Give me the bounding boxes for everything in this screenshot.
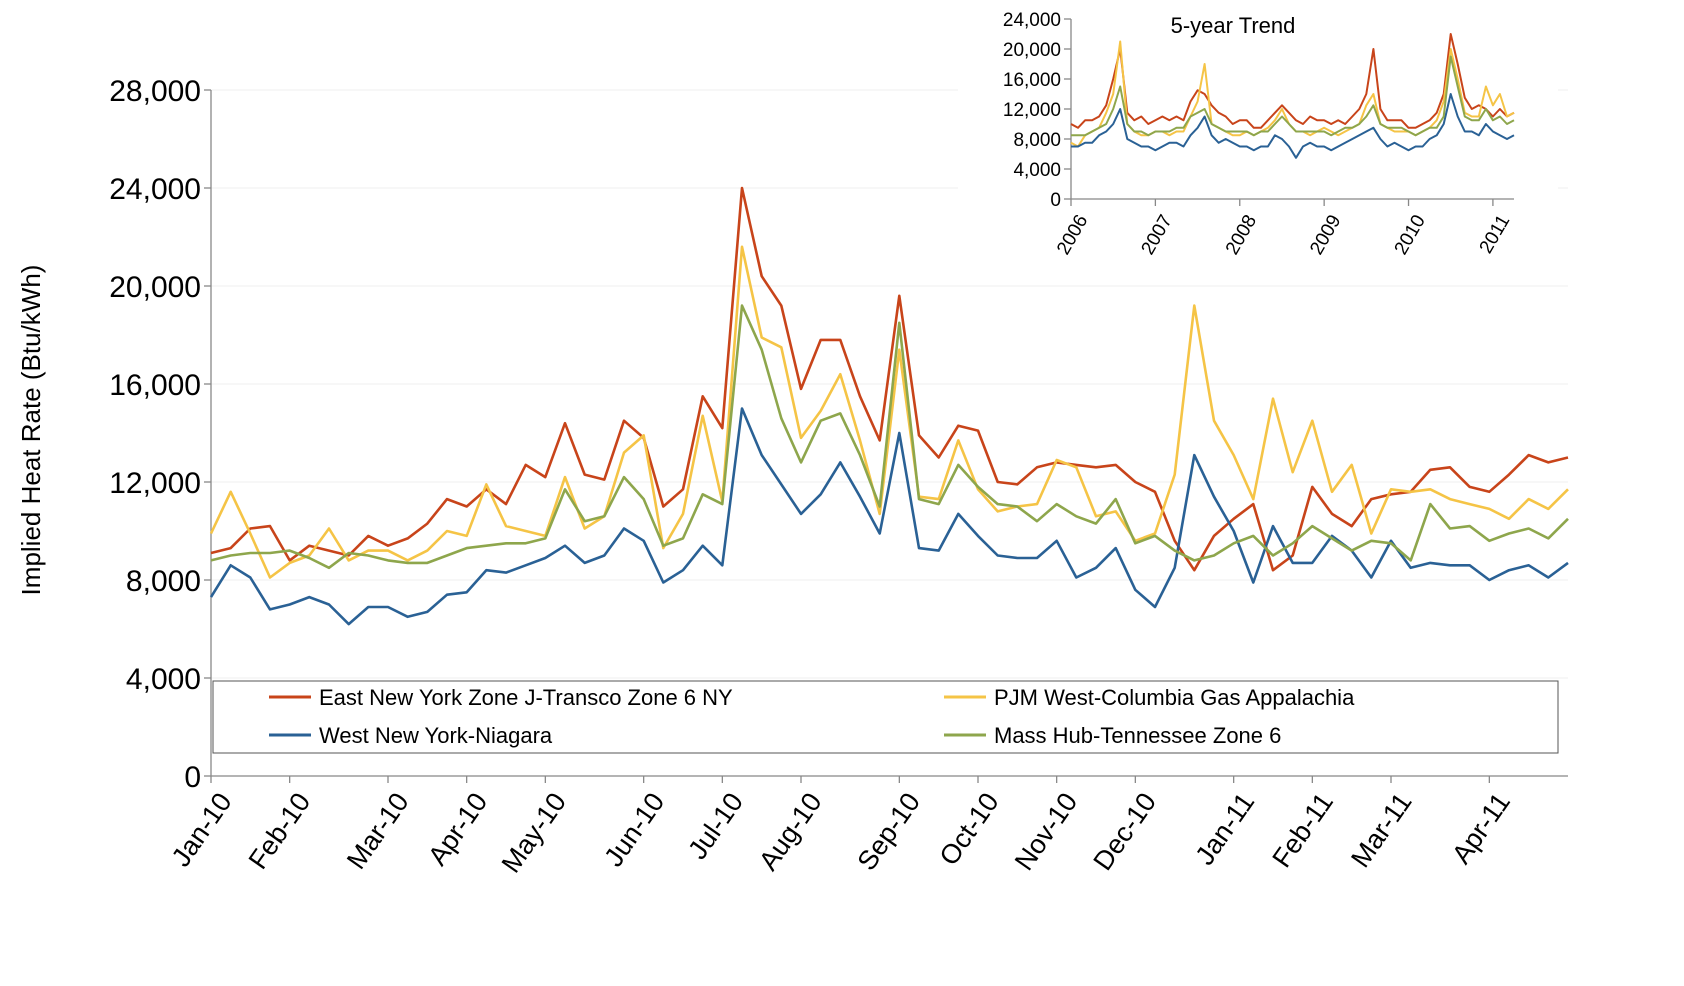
legend-label: East New York Zone J-Transco Zone 6 NY xyxy=(319,685,733,710)
y-tick-label: 0 xyxy=(184,761,201,794)
x-tick-label: Jan-10 xyxy=(166,787,238,872)
x-tick-label: May-10 xyxy=(496,787,572,878)
y-tick-label: 8,000 xyxy=(1013,130,1061,151)
y-tick-label: 16,000 xyxy=(109,369,201,402)
x-tick-label: Mar-10 xyxy=(341,787,415,874)
y-tick-label: 24,000 xyxy=(109,173,201,206)
series-line xyxy=(1071,55,1515,137)
legend-label: West New York-Niagara xyxy=(319,723,553,748)
x-tick-label: Apr-11 xyxy=(1446,787,1516,869)
y-axis-label: Implied Heat Rate (Btu/kWh) xyxy=(16,265,46,596)
x-tick-label: Jan-11 xyxy=(1190,787,1261,870)
series-line xyxy=(210,304,1569,570)
x-tick-label: Aug-10 xyxy=(753,787,828,876)
x-tick-label: Feb-10 xyxy=(243,787,317,874)
y-tick-label: 12,000 xyxy=(1003,100,1061,121)
series-line xyxy=(1071,93,1515,159)
inset-background xyxy=(958,0,1558,282)
x-tick-label: Oct-10 xyxy=(934,787,1005,871)
y-tick-label: 28,000 xyxy=(109,75,201,108)
series-line xyxy=(210,186,1569,572)
series-line xyxy=(209,245,1569,579)
x-tick-label: Mar-11 xyxy=(1345,787,1417,873)
y-tick-label: 0 xyxy=(1050,190,1061,211)
y-tick-label: 8,000 xyxy=(126,565,201,598)
legend-label: PJM West-Columbia Gas Appalachia xyxy=(994,685,1355,710)
x-tick-label: Apr-10 xyxy=(422,787,493,871)
y-tick-label: 4,000 xyxy=(1013,160,1061,181)
y-tick-label: 20,000 xyxy=(1003,40,1061,61)
x-tick-label: Jun-10 xyxy=(598,787,670,872)
y-tick-label: 12,000 xyxy=(109,467,201,500)
series-line xyxy=(1070,33,1515,129)
chart-title: 5-year Trend xyxy=(1171,13,1296,38)
y-tick-label: 24,000 xyxy=(1003,10,1061,31)
x-tick-label: Sep-10 xyxy=(851,787,926,876)
legend-label: Mass Hub-Tennessee Zone 6 xyxy=(994,723,1281,748)
x-tick-label: Dec-10 xyxy=(1087,787,1162,876)
legend-box xyxy=(212,680,1559,754)
y-tick-label: 4,000 xyxy=(126,663,201,696)
x-tick-label: Nov-10 xyxy=(1009,787,1084,876)
y-tick-label: 20,000 xyxy=(109,271,201,304)
x-tick-label: Feb-11 xyxy=(1266,787,1338,873)
x-tick-label: Jul-10 xyxy=(682,787,749,864)
y-tick-label: 16,000 xyxy=(1003,70,1061,91)
